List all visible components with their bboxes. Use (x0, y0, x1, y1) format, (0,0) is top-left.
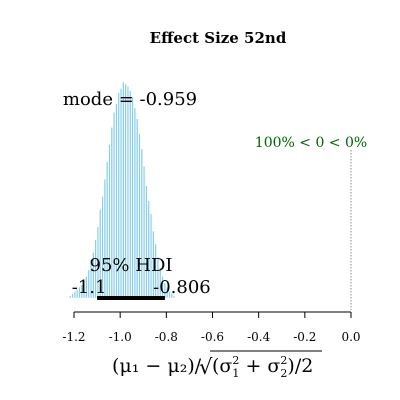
svg-text:(μ₁ − μ₂)/: (μ₁ − μ₂)/ (112, 355, 202, 377)
chart-title: Effect Size 52nd (150, 29, 287, 47)
histogram-bar (94, 239, 97, 299)
x-tick-label: -0.2 (293, 330, 316, 344)
x-axis-ticks: -1.2 -1.0 -0.8 -0.6 -0.4 -0.2 0.0 (62, 312, 361, 344)
hdi-low-value: -1.1 (72, 277, 107, 298)
histogram-bar (143, 165, 146, 299)
hdi-high-value: -0.806 (153, 277, 211, 298)
histogram-bar (168, 291, 171, 299)
x-label-tail: /2 (295, 355, 314, 377)
x-label-slash: / (195, 355, 202, 377)
x-label-radical: √ (199, 355, 213, 379)
x-tick-label: -1.0 (109, 330, 132, 344)
histogram-bar (76, 289, 79, 299)
x-tick-label: -0.8 (155, 330, 178, 344)
histogram-bar (106, 161, 109, 299)
x-label-plus: + (239, 355, 267, 377)
histogram-bar (71, 293, 74, 299)
x-label-numerator: (μ₁ − μ₂) (112, 355, 195, 377)
x-label-sigma2-sup: 2 (280, 354, 287, 367)
x-label-sigma1-sup: 2 (232, 354, 239, 367)
histogram-bar (89, 261, 93, 299)
mode-annotation: mode = -0.959 (63, 89, 197, 110)
histogram-bar (92, 252, 95, 299)
histogram-bar (73, 291, 76, 299)
x-label-inner-open: ( (212, 355, 219, 377)
histogram-bar (78, 286, 81, 299)
x-label-sigma2-sub: 2 (280, 367, 287, 380)
histogram-bar (147, 200, 150, 299)
svg-text:(σ21 + σ22)/2: (σ2 1 + σ2 2)/2 (212, 354, 313, 380)
histogram-bar (170, 293, 173, 299)
x-tick-label: -0.4 (247, 330, 271, 344)
histogram-bar (166, 286, 169, 299)
histogram-bar (87, 269, 90, 299)
comparison-annotation: 100% < 0 < 0% (255, 135, 367, 151)
x-tick-label: -0.6 (201, 330, 224, 344)
hdi-label: 95% HDI (90, 255, 173, 276)
histogram-bars (69, 81, 176, 299)
x-label-sigma2: σ (267, 355, 280, 377)
x-label-sigma1: σ (219, 355, 232, 377)
x-axis-label: (μ₁ − μ₂)/ √ (σ2 1 + σ2 2)/2 (112, 350, 322, 380)
histogram-bar (173, 295, 176, 299)
histogram-bar (80, 284, 83, 299)
x-label-inner-close: ) (287, 355, 294, 377)
histogram-bar (69, 295, 72, 299)
histogram-bar (145, 185, 148, 299)
x-tick-label: 0.0 (341, 330, 360, 344)
x-tick-label: -1.2 (62, 330, 85, 344)
histogram-bar (85, 276, 88, 299)
x-label-sigma1-sub: 1 (232, 367, 239, 380)
histogram-bar (82, 280, 86, 299)
